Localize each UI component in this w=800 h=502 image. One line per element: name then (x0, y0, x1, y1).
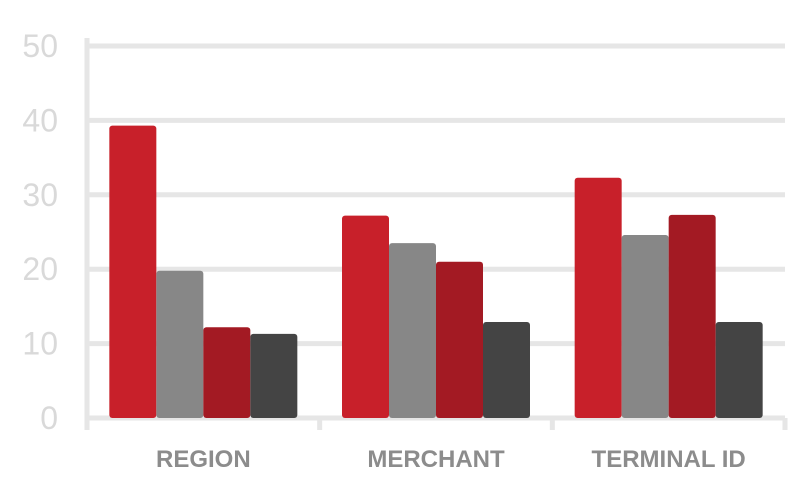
bar-merchant-series-1 (342, 215, 389, 418)
category-label: TERMINAL ID (592, 446, 746, 473)
category-label: MERCHANT (367, 446, 505, 473)
y-tick-label: 0 (40, 400, 58, 436)
y-tick-label: 20 (22, 251, 58, 287)
y-tick-label: 40 (22, 102, 58, 138)
bar-merchant-series-4 (483, 322, 530, 418)
bar-region-series-4 (250, 333, 298, 418)
category-labels: REGION MERCHANT TERMINAL ID (156, 446, 746, 473)
bar-region-series-3 (203, 327, 251, 418)
bar-region-series-1 (109, 125, 157, 418)
bar-merchant-series-3 (436, 261, 483, 418)
bars (109, 125, 763, 418)
bar-merchant-series-2 (389, 243, 436, 418)
y-tick-label: 30 (22, 177, 58, 213)
y-tick-label: 50 (22, 28, 58, 64)
bar-terminal-id-series-4 (715, 322, 763, 418)
axes (84, 38, 788, 430)
bar-terminal-id-series-3 (668, 214, 716, 418)
bar-region-series-2 (156, 270, 204, 418)
y-tick-labels: 0 10 20 30 40 50 (22, 28, 58, 436)
y-tick-label: 10 (22, 326, 58, 362)
bar-terminal-id-series-2 (621, 234, 669, 418)
category-label: REGION (156, 446, 251, 473)
bar-terminal-id-series-1 (574, 177, 622, 418)
